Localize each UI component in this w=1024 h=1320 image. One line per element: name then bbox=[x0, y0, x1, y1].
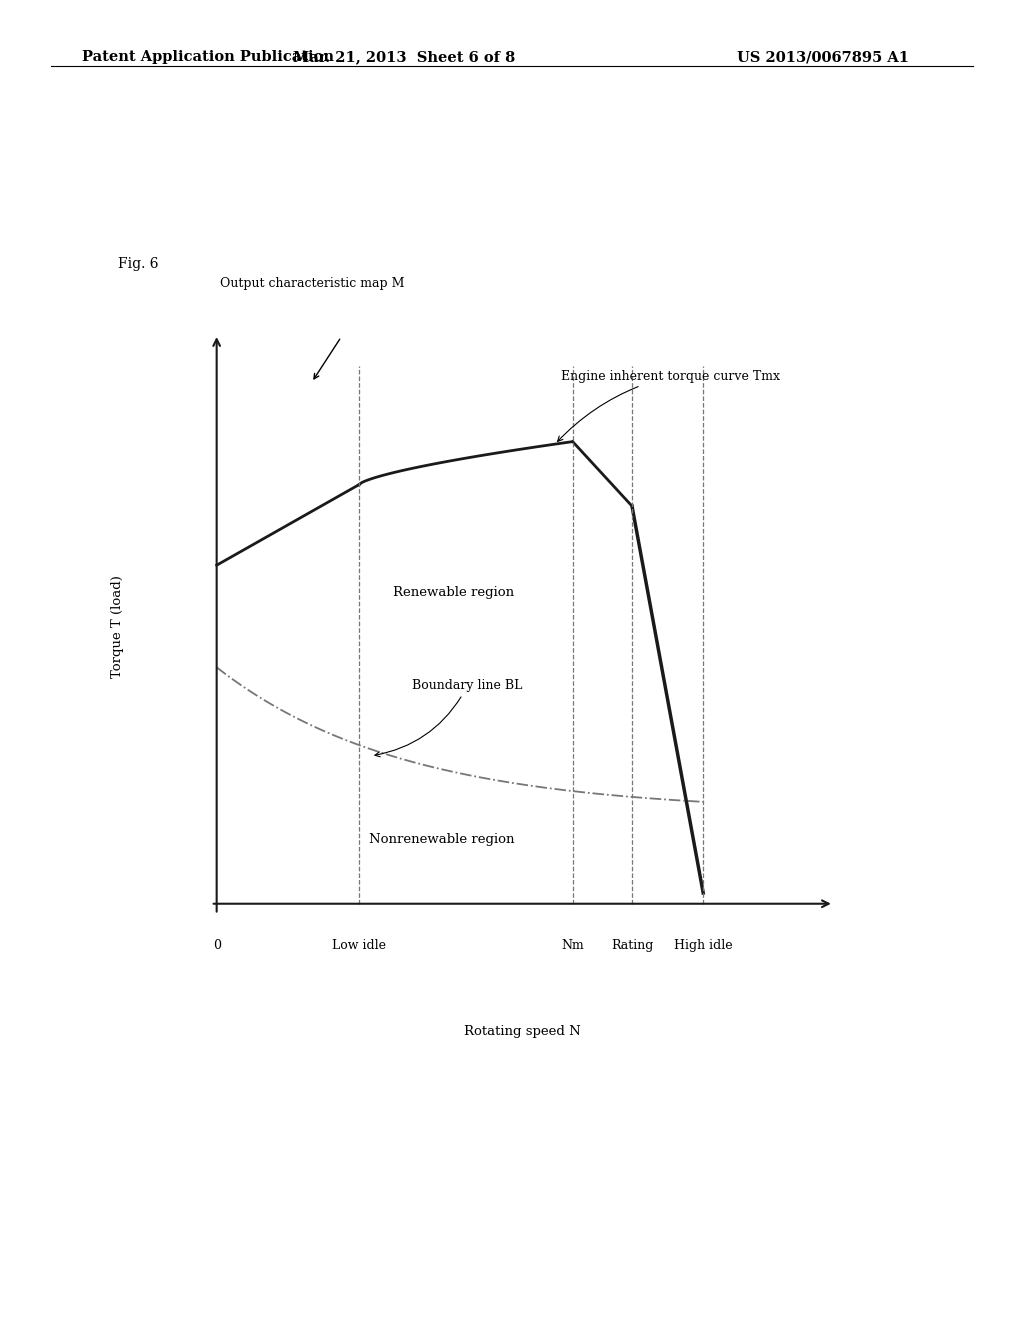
Text: Nm: Nm bbox=[561, 939, 584, 952]
Text: Mar. 21, 2013  Sheet 6 of 8: Mar. 21, 2013 Sheet 6 of 8 bbox=[293, 50, 516, 65]
Text: Renewable region: Renewable region bbox=[393, 586, 515, 598]
Text: Low idle: Low idle bbox=[332, 939, 386, 952]
Text: Engine inherent torque curve Tmx: Engine inherent torque curve Tmx bbox=[558, 370, 780, 441]
Text: Rating: Rating bbox=[611, 939, 653, 952]
Text: Nonrenewable region: Nonrenewable region bbox=[370, 833, 515, 846]
Text: Patent Application Publication: Patent Application Publication bbox=[82, 50, 334, 65]
Text: US 2013/0067895 A1: US 2013/0067895 A1 bbox=[737, 50, 909, 65]
Text: Boundary line BL: Boundary line BL bbox=[375, 678, 523, 756]
Text: 0: 0 bbox=[213, 939, 220, 952]
Text: Fig. 6: Fig. 6 bbox=[118, 257, 159, 272]
Text: Rotating speed N: Rotating speed N bbox=[464, 1024, 581, 1038]
Text: Torque T (load): Torque T (load) bbox=[112, 576, 124, 678]
Text: High idle: High idle bbox=[674, 939, 732, 952]
Text: Output characteristic map M: Output characteristic map M bbox=[220, 277, 404, 290]
